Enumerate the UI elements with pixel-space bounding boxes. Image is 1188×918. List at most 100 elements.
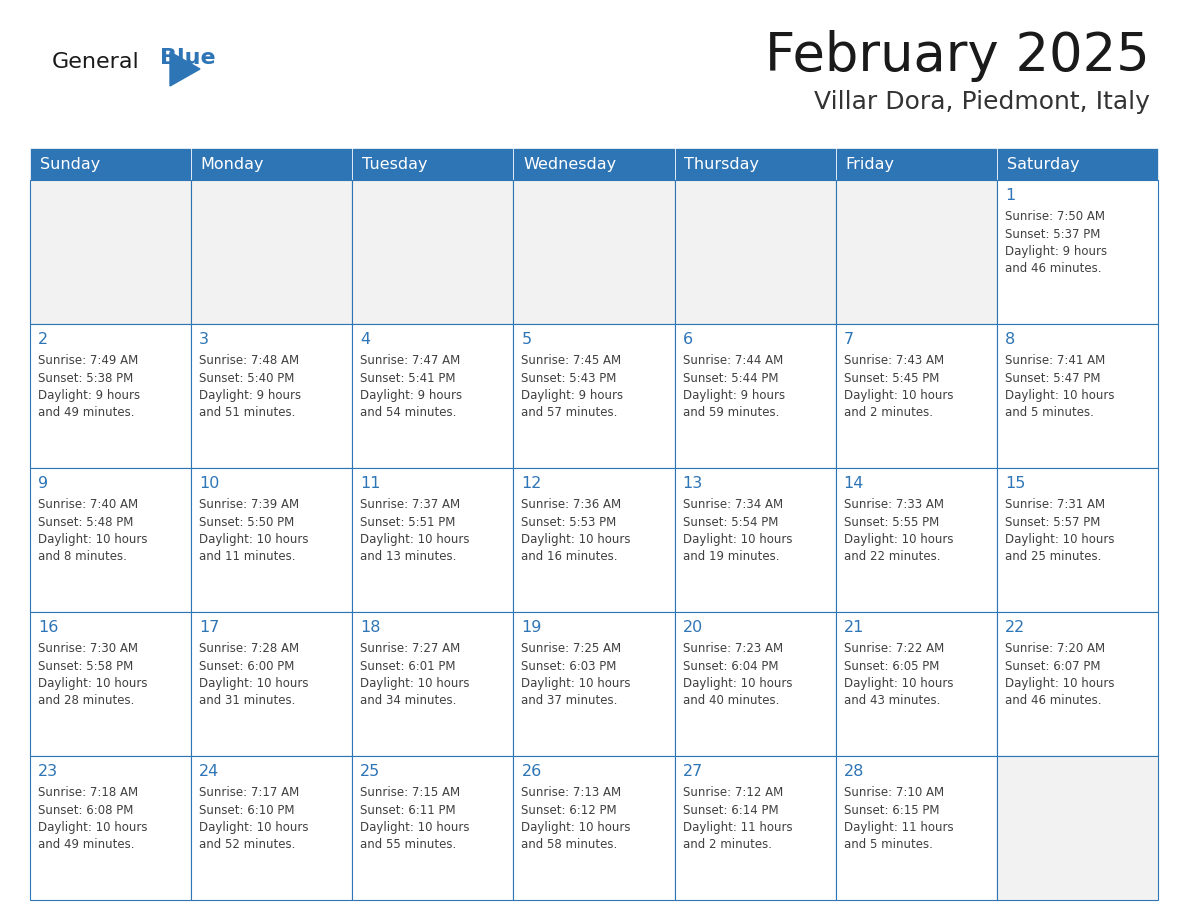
Text: Sunrise: 7:17 AM
Sunset: 6:10 PM
Daylight: 10 hours
and 52 minutes.: Sunrise: 7:17 AM Sunset: 6:10 PM Dayligh… (200, 786, 309, 852)
Text: Friday: Friday (846, 156, 895, 172)
Bar (191, 180, 353, 324)
Text: 8: 8 (1005, 332, 1015, 347)
Bar (30, 148, 191, 180)
Text: 16: 16 (38, 620, 58, 635)
Text: Sunrise: 7:22 AM
Sunset: 6:05 PM
Daylight: 10 hours
and 43 minutes.: Sunrise: 7:22 AM Sunset: 6:05 PM Dayligh… (843, 642, 953, 708)
Text: 3: 3 (200, 332, 209, 347)
Bar (353, 180, 513, 324)
Text: Sunrise: 7:27 AM
Sunset: 6:01 PM
Daylight: 10 hours
and 34 minutes.: Sunrise: 7:27 AM Sunset: 6:01 PM Dayligh… (360, 642, 469, 708)
Text: 15: 15 (1005, 476, 1025, 491)
Bar (30, 756, 191, 900)
Bar (191, 468, 353, 612)
Bar (353, 148, 513, 180)
Text: 20: 20 (683, 620, 703, 635)
Text: 25: 25 (360, 764, 380, 779)
Text: Sunrise: 7:25 AM
Sunset: 6:03 PM
Daylight: 10 hours
and 37 minutes.: Sunrise: 7:25 AM Sunset: 6:03 PM Dayligh… (522, 642, 631, 708)
Bar (675, 612, 835, 756)
Text: 23: 23 (38, 764, 58, 779)
Bar (191, 324, 353, 468)
Bar (30, 468, 191, 612)
Bar (513, 468, 675, 612)
Text: 14: 14 (843, 476, 864, 491)
Text: Sunrise: 7:10 AM
Sunset: 6:15 PM
Daylight: 11 hours
and 5 minutes.: Sunrise: 7:10 AM Sunset: 6:15 PM Dayligh… (843, 786, 953, 852)
Text: 1: 1 (1005, 188, 1015, 203)
Bar (997, 468, 1158, 612)
Bar (675, 756, 835, 900)
Bar (30, 324, 191, 468)
Text: Sunrise: 7:41 AM
Sunset: 5:47 PM
Daylight: 10 hours
and 5 minutes.: Sunrise: 7:41 AM Sunset: 5:47 PM Dayligh… (1005, 354, 1114, 420)
Text: Saturday: Saturday (1006, 156, 1079, 172)
Text: 10: 10 (200, 476, 220, 491)
Text: Sunrise: 7:18 AM
Sunset: 6:08 PM
Daylight: 10 hours
and 49 minutes.: Sunrise: 7:18 AM Sunset: 6:08 PM Dayligh… (38, 786, 147, 852)
Text: Sunrise: 7:20 AM
Sunset: 6:07 PM
Daylight: 10 hours
and 46 minutes.: Sunrise: 7:20 AM Sunset: 6:07 PM Dayligh… (1005, 642, 1114, 708)
Text: Sunrise: 7:47 AM
Sunset: 5:41 PM
Daylight: 9 hours
and 54 minutes.: Sunrise: 7:47 AM Sunset: 5:41 PM Dayligh… (360, 354, 462, 420)
Text: Sunrise: 7:23 AM
Sunset: 6:04 PM
Daylight: 10 hours
and 40 minutes.: Sunrise: 7:23 AM Sunset: 6:04 PM Dayligh… (683, 642, 792, 708)
Bar (353, 324, 513, 468)
Text: Sunrise: 7:49 AM
Sunset: 5:38 PM
Daylight: 9 hours
and 49 minutes.: Sunrise: 7:49 AM Sunset: 5:38 PM Dayligh… (38, 354, 140, 420)
Bar (513, 324, 675, 468)
Text: Sunrise: 7:31 AM
Sunset: 5:57 PM
Daylight: 10 hours
and 25 minutes.: Sunrise: 7:31 AM Sunset: 5:57 PM Dayligh… (1005, 498, 1114, 564)
Text: 17: 17 (200, 620, 220, 635)
Bar (513, 612, 675, 756)
Text: 9: 9 (38, 476, 49, 491)
Text: 24: 24 (200, 764, 220, 779)
Bar (353, 468, 513, 612)
Bar (353, 612, 513, 756)
Text: 27: 27 (683, 764, 703, 779)
Bar (191, 612, 353, 756)
Text: Sunrise: 7:48 AM
Sunset: 5:40 PM
Daylight: 9 hours
and 51 minutes.: Sunrise: 7:48 AM Sunset: 5:40 PM Dayligh… (200, 354, 302, 420)
Bar (513, 756, 675, 900)
Bar (30, 612, 191, 756)
Text: Sunrise: 7:45 AM
Sunset: 5:43 PM
Daylight: 9 hours
and 57 minutes.: Sunrise: 7:45 AM Sunset: 5:43 PM Dayligh… (522, 354, 624, 420)
Bar (30, 180, 191, 324)
Bar (513, 148, 675, 180)
Text: Tuesday: Tuesday (362, 156, 428, 172)
Bar (353, 756, 513, 900)
Text: Villar Dora, Piedmont, Italy: Villar Dora, Piedmont, Italy (814, 90, 1150, 114)
Bar (997, 612, 1158, 756)
Polygon shape (170, 52, 200, 86)
Text: Sunday: Sunday (39, 156, 100, 172)
Bar (997, 324, 1158, 468)
Bar (997, 148, 1158, 180)
Text: Sunrise: 7:44 AM
Sunset: 5:44 PM
Daylight: 9 hours
and 59 minutes.: Sunrise: 7:44 AM Sunset: 5:44 PM Dayligh… (683, 354, 785, 420)
Text: 26: 26 (522, 764, 542, 779)
Text: 7: 7 (843, 332, 854, 347)
Bar (675, 148, 835, 180)
Text: Blue: Blue (160, 48, 216, 68)
Text: Sunrise: 7:33 AM
Sunset: 5:55 PM
Daylight: 10 hours
and 22 minutes.: Sunrise: 7:33 AM Sunset: 5:55 PM Dayligh… (843, 498, 953, 564)
Text: Sunrise: 7:34 AM
Sunset: 5:54 PM
Daylight: 10 hours
and 19 minutes.: Sunrise: 7:34 AM Sunset: 5:54 PM Dayligh… (683, 498, 792, 564)
Text: 28: 28 (843, 764, 864, 779)
Text: Sunrise: 7:30 AM
Sunset: 5:58 PM
Daylight: 10 hours
and 28 minutes.: Sunrise: 7:30 AM Sunset: 5:58 PM Dayligh… (38, 642, 147, 708)
Text: 19: 19 (522, 620, 542, 635)
Text: 5: 5 (522, 332, 531, 347)
Text: Sunrise: 7:36 AM
Sunset: 5:53 PM
Daylight: 10 hours
and 16 minutes.: Sunrise: 7:36 AM Sunset: 5:53 PM Dayligh… (522, 498, 631, 564)
Bar (675, 180, 835, 324)
Bar (513, 180, 675, 324)
Bar (675, 324, 835, 468)
Text: Sunrise: 7:28 AM
Sunset: 6:00 PM
Daylight: 10 hours
and 31 minutes.: Sunrise: 7:28 AM Sunset: 6:00 PM Dayligh… (200, 642, 309, 708)
Bar (835, 148, 997, 180)
Text: Monday: Monday (201, 156, 264, 172)
Text: February 2025: February 2025 (765, 30, 1150, 82)
Bar (835, 468, 997, 612)
Text: Sunrise: 7:13 AM
Sunset: 6:12 PM
Daylight: 10 hours
and 58 minutes.: Sunrise: 7:13 AM Sunset: 6:12 PM Dayligh… (522, 786, 631, 852)
Text: Sunrise: 7:37 AM
Sunset: 5:51 PM
Daylight: 10 hours
and 13 minutes.: Sunrise: 7:37 AM Sunset: 5:51 PM Dayligh… (360, 498, 469, 564)
Text: General: General (52, 52, 140, 72)
Bar (191, 148, 353, 180)
Text: Sunrise: 7:12 AM
Sunset: 6:14 PM
Daylight: 11 hours
and 2 minutes.: Sunrise: 7:12 AM Sunset: 6:14 PM Dayligh… (683, 786, 792, 852)
Text: 2: 2 (38, 332, 49, 347)
Text: 4: 4 (360, 332, 371, 347)
Text: Wednesday: Wednesday (523, 156, 617, 172)
Text: 6: 6 (683, 332, 693, 347)
Text: 12: 12 (522, 476, 542, 491)
Text: 21: 21 (843, 620, 864, 635)
Text: Sunrise: 7:39 AM
Sunset: 5:50 PM
Daylight: 10 hours
and 11 minutes.: Sunrise: 7:39 AM Sunset: 5:50 PM Dayligh… (200, 498, 309, 564)
Bar (835, 180, 997, 324)
Text: Sunrise: 7:50 AM
Sunset: 5:37 PM
Daylight: 9 hours
and 46 minutes.: Sunrise: 7:50 AM Sunset: 5:37 PM Dayligh… (1005, 210, 1107, 275)
Text: 22: 22 (1005, 620, 1025, 635)
Text: Thursday: Thursday (684, 156, 759, 172)
Bar (997, 756, 1158, 900)
Bar (835, 324, 997, 468)
Bar (997, 180, 1158, 324)
